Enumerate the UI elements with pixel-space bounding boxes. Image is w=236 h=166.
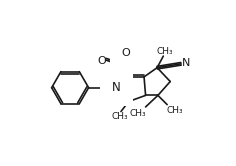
Text: N: N — [181, 58, 190, 68]
Text: CH₃: CH₃ — [167, 106, 183, 115]
Text: CH₃: CH₃ — [111, 112, 128, 122]
Text: CH₃: CH₃ — [130, 109, 146, 118]
Text: O: O — [121, 48, 130, 58]
Text: O: O — [97, 56, 106, 66]
Text: N: N — [112, 81, 121, 94]
Text: CH₃: CH₃ — [156, 47, 173, 56]
